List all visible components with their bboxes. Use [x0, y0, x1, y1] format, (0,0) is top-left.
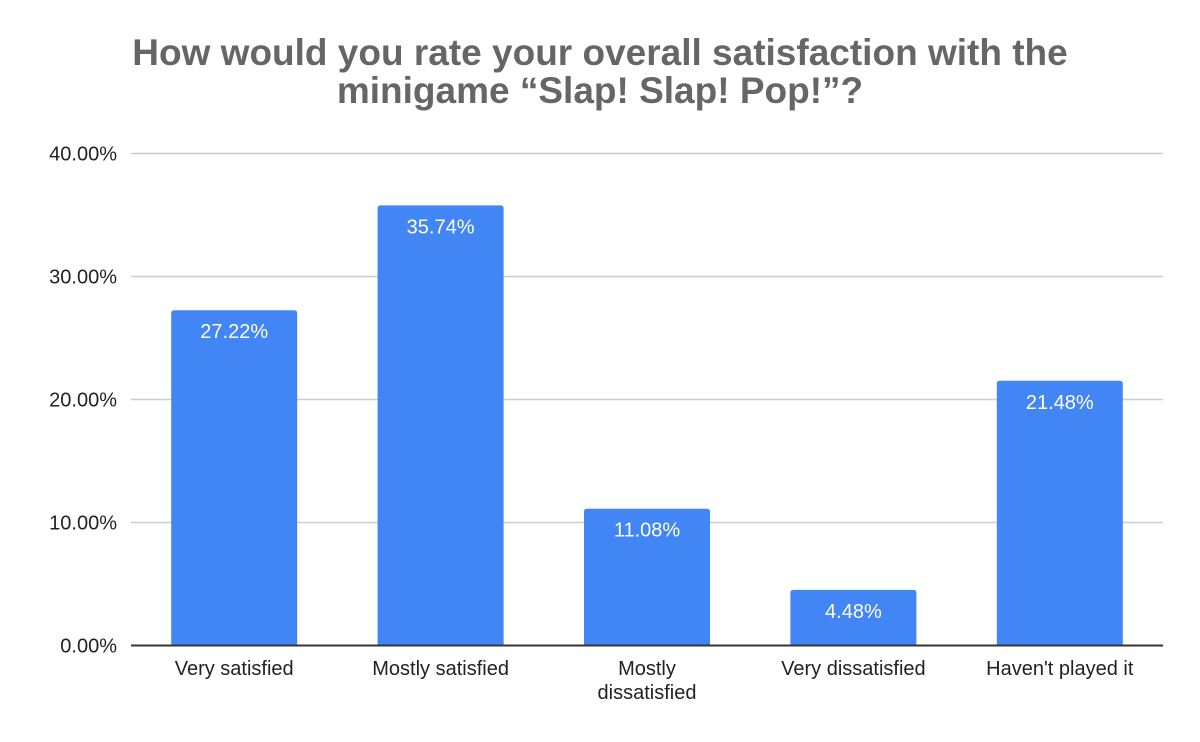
- y-tick-label: 10.00%: [49, 513, 117, 535]
- bar: [171, 310, 298, 645]
- y-tick-label: 20.00%: [49, 390, 117, 412]
- data-label: 27.22%: [200, 321, 268, 343]
- bars: [171, 205, 1123, 645]
- x-tick-label: Very satisfied: [175, 658, 294, 680]
- data-label: 4.48%: [825, 601, 882, 623]
- x-tick-label: dissatisfied: [598, 682, 697, 704]
- data-labels: 27.22% 35.74% 11.08% 4.48% 21.48%: [200, 216, 1094, 622]
- chart-title: How would you rate your overall satisfac…: [0, 34, 1200, 110]
- bar: [996, 380, 1123, 645]
- x-tick-label: Mostly: [618, 658, 676, 680]
- y-tick-label: 30.00%: [49, 267, 117, 289]
- y-tick-label: 0.00%: [60, 636, 117, 658]
- x-axis: Very satisfied Mostly satisfied Mostlydiss…: [131, 644, 1163, 704]
- x-tick-label: Very dissatisfied: [781, 658, 926, 680]
- data-label: 35.74%: [407, 216, 475, 238]
- x-tick-label: Mostly satisfied: [372, 658, 509, 680]
- chart-title-line-1: How would you rate your overall satisfac…: [132, 32, 1068, 73]
- y-axis: 0.00% 10.00% 20.00% 30.00% 40.00%: [49, 144, 117, 658]
- data-label: 11.08%: [614, 520, 681, 542]
- x-tick-label: Haven't played it: [986, 658, 1134, 680]
- bar: [584, 508, 710, 645]
- bar: [377, 205, 504, 645]
- y-tick-label: 40.00%: [49, 144, 117, 166]
- bar: [790, 589, 917, 645]
- data-label: 21.48%: [1026, 392, 1094, 414]
- chart-title-line-2: minigame “Slap! Slap! Pop!”?: [336, 70, 864, 111]
